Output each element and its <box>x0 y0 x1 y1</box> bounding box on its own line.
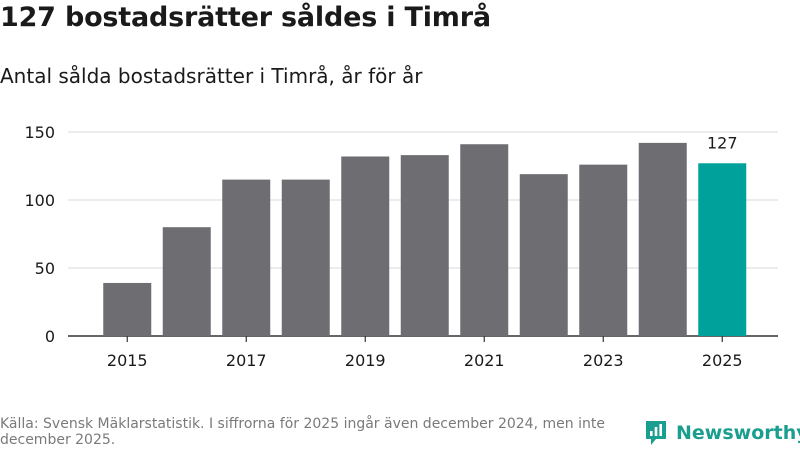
x-tick-label: 2015 <box>107 351 148 370</box>
bar-2016 <box>162 227 211 336</box>
y-tick-label: 150 <box>24 123 55 142</box>
bar-chart: 0 50 100 150 2015 2017 2019 2021 2023 2025 127 <box>24 123 778 370</box>
y-tick-label: 50 <box>35 259 55 278</box>
newsworthy-logo: Newsworthy <box>644 418 800 448</box>
bar-2022 <box>519 174 568 336</box>
x-tick-label: 2025 <box>702 351 743 370</box>
bar-2019 <box>341 156 390 336</box>
bar-2021 <box>460 144 509 336</box>
bar-2017 <box>222 179 271 336</box>
y-tick-label: 100 <box>24 191 55 210</box>
bar-2025 <box>698 163 747 336</box>
x-tick-label: 2021 <box>464 351 505 370</box>
source-note: Källa: Svensk Mäklarstatistik. I siffror… <box>0 416 605 448</box>
x-tick-labels: 2015 2017 2019 2021 2023 2025 <box>107 336 743 370</box>
bar-2020 <box>400 155 449 336</box>
chart-title: 127 bostadsrätter såldes i Timrå <box>0 2 491 33</box>
x-tick-label: 2023 <box>583 351 624 370</box>
bars <box>103 142 747 336</box>
bar-2024 <box>638 142 687 336</box>
x-tick-label: 2017 <box>226 351 267 370</box>
newsworthy-logo-text: Newsworthy <box>676 422 800 444</box>
x-tick-label: 2019 <box>345 351 386 370</box>
newsworthy-logo-icon <box>646 421 666 445</box>
y-tick-labels: 0 50 100 150 <box>24 123 55 346</box>
chart-subtitle: Antal sålda bostadsrätter i Timrå, år fö… <box>0 64 423 88</box>
data-labels: 127 <box>707 133 738 152</box>
bar-2023 <box>579 164 628 336</box>
bar-2018 <box>281 179 330 336</box>
data-label: 127 <box>707 133 738 152</box>
y-tick-label: 0 <box>45 327 55 346</box>
bar-2015 <box>103 282 152 336</box>
